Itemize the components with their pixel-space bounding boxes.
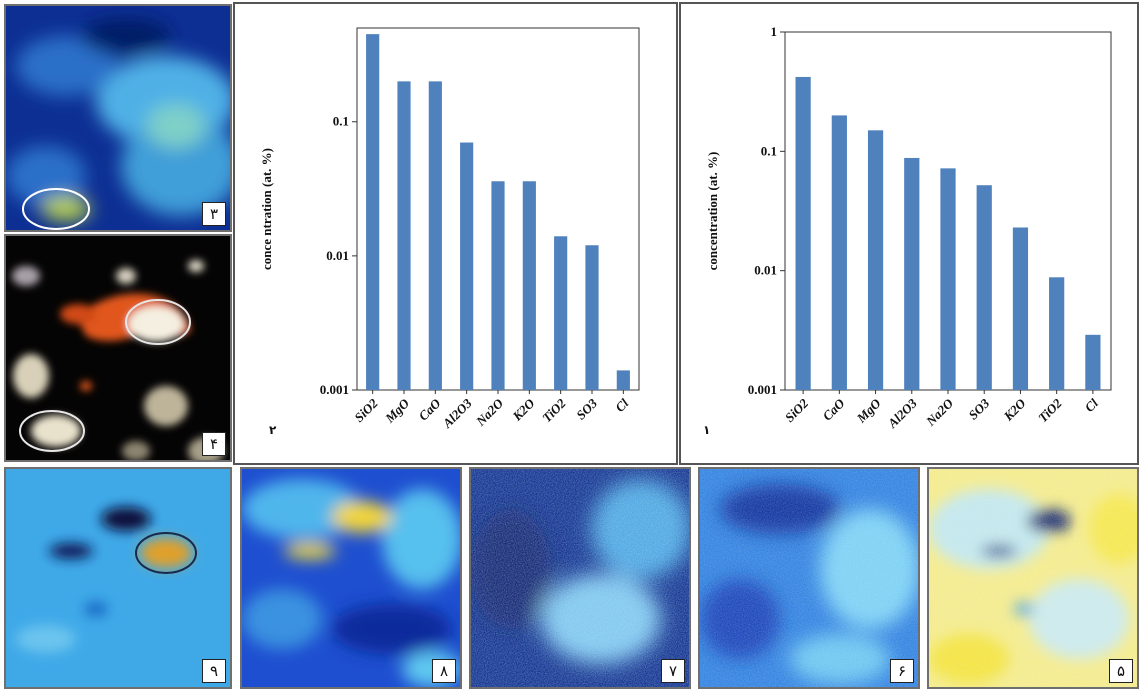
highlight-ellipse: [125, 299, 191, 345]
bar: [976, 185, 992, 390]
panel-label-4: ۴: [202, 432, 226, 456]
y-tick-label: 1: [771, 24, 778, 39]
y-tick-label: 0.01: [754, 263, 777, 278]
panel-label-3: ۳: [202, 202, 226, 226]
bar: [904, 157, 920, 390]
map-image-9: [6, 469, 230, 687]
map-panel-7: ۷: [469, 467, 691, 689]
y-tick-label: 0.001: [320, 382, 349, 397]
bar-chart-1-svg: 1 0.1 0.01 0.001 concentration (at. %) SiO2 Ca…: [703, 24, 1112, 437]
x-tick-label: Al2O3: [439, 395, 475, 431]
bar: [1085, 334, 1101, 390]
x-tick-label: SiO2: [782, 395, 812, 425]
bar: [366, 34, 380, 390]
bar-chart-2: 0.1 0.01 0.001 conce ntration (at. %) SiO2 Mg…: [233, 2, 678, 465]
x-tick-label: MgO: [381, 395, 412, 426]
x-tick-label: Na2O: [472, 395, 506, 429]
map-panel-5: ۵: [927, 467, 1139, 689]
bar: [795, 76, 811, 390]
map-image-7: [471, 469, 689, 687]
x-tick-label: CaO: [819, 395, 847, 423]
panel-label-6: ۶: [890, 659, 914, 683]
chart-panel-label: ۲: [269, 423, 277, 437]
bar: [428, 81, 442, 390]
map-image-3: [6, 6, 230, 230]
y-tick-label: 0.1: [761, 143, 777, 158]
map-panel-3: ۳: [4, 4, 232, 232]
x-tick-label: Cl: [612, 395, 632, 415]
bar-chart-2-svg: 0.1 0.01 0.001 conce ntration (at. %) SiO2 Mg…: [259, 27, 640, 437]
chart-panel-label: ۱: [703, 423, 710, 437]
x-tick-label: SO3: [965, 395, 992, 422]
y-axis-label: concentration (at. %): [705, 152, 720, 271]
x-tick-label: K2O: [509, 395, 538, 424]
highlight-ellipse: [22, 188, 90, 230]
y-axis-label: conce ntration (at. %): [259, 148, 274, 270]
bar: [940, 168, 956, 390]
bar: [491, 181, 505, 390]
photo-panel-4: ۴: [4, 234, 232, 462]
bar-chart-1: 1 0.1 0.01 0.001 concentration (at. %) SiO2 Ca…: [679, 2, 1139, 465]
map-image-8: [242, 469, 460, 687]
x-tick-label: Na2O: [922, 395, 956, 429]
bar: [460, 142, 474, 390]
map-panel-9: ۹: [4, 467, 232, 689]
bar: [522, 181, 536, 390]
y-tick-label: 0.1: [333, 114, 349, 129]
bar: [831, 115, 847, 390]
bar: [585, 245, 599, 390]
panel-label-5: ۵: [1109, 659, 1133, 683]
panel-label-7: ۷: [661, 659, 685, 683]
x-tick-label: SO3: [573, 395, 600, 422]
map-panel-6: ۶: [698, 467, 920, 689]
bar: [1012, 227, 1029, 390]
bar: [397, 81, 411, 390]
bar: [867, 130, 884, 391]
x-tick-label: Al2O3: [884, 395, 920, 431]
x-tick-label: MgO: [853, 395, 884, 426]
bar: [554, 236, 568, 390]
map-panel-8: ۸: [240, 467, 462, 689]
map-image-5: [929, 469, 1137, 687]
x-tick-label: TiO2: [1035, 395, 1065, 425]
photo-image-4: [6, 236, 230, 460]
bar: [1049, 277, 1065, 390]
x-tick-label: TiO2: [539, 395, 569, 425]
y-tick-label: 0.01: [326, 248, 349, 263]
highlight-ellipse: [135, 532, 197, 574]
x-tick-label: K2O: [1000, 395, 1029, 424]
map-image-6: [700, 469, 918, 687]
panel-label-8: ۸: [432, 659, 456, 683]
x-tick-label: SiO2: [351, 395, 381, 425]
bar: [616, 370, 630, 390]
panel-label-9: ۹: [202, 659, 226, 683]
x-tick-label: Cl: [1082, 395, 1102, 415]
highlight-ellipse: [19, 410, 85, 452]
y-tick-label: 0.001: [748, 382, 777, 397]
